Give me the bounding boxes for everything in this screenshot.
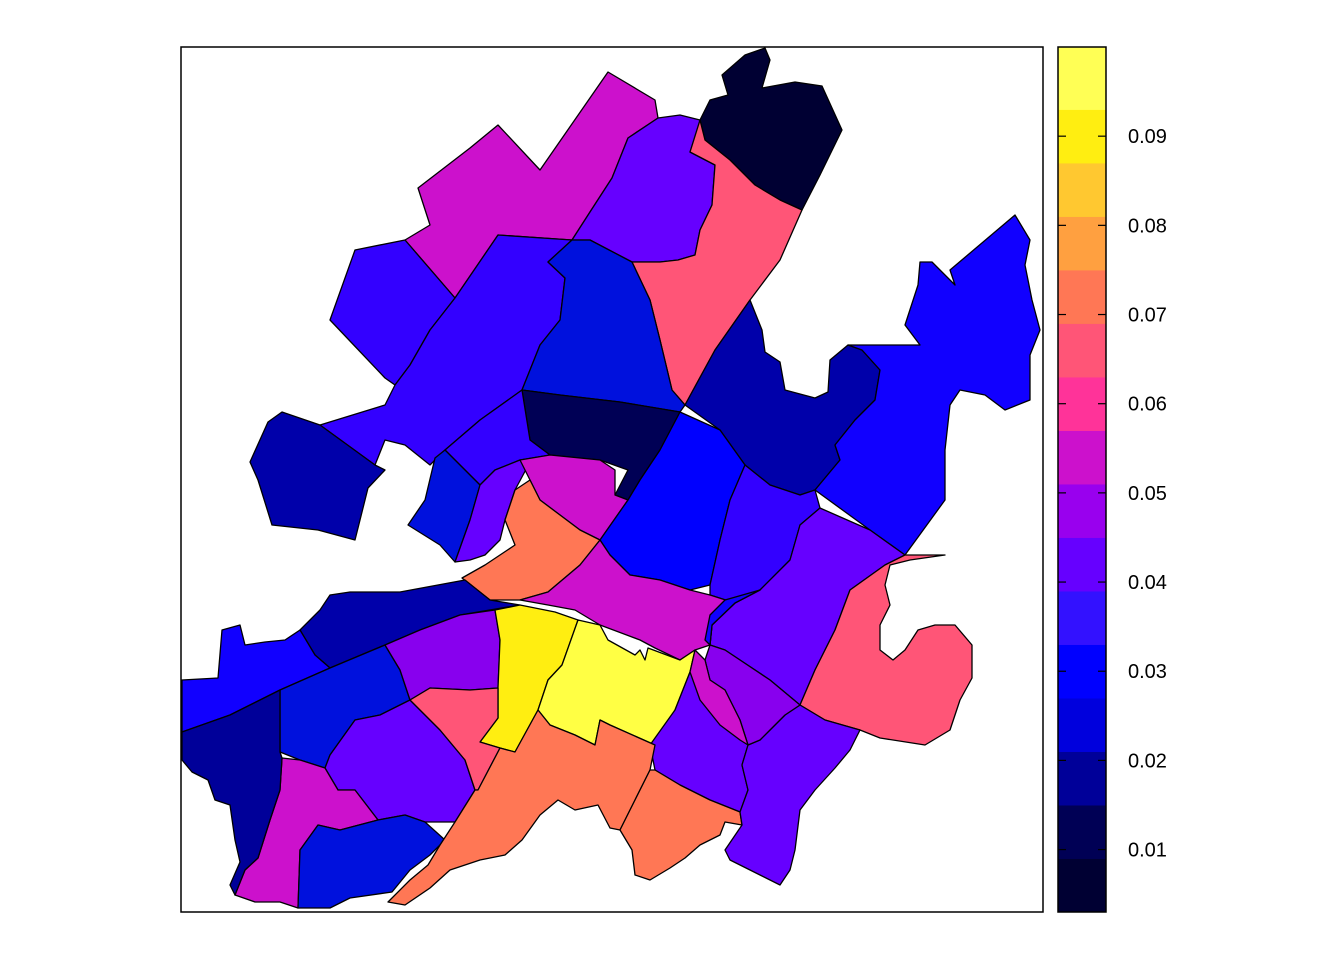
map-regions (181, 47, 1041, 909)
legend-bin (1058, 590, 1106, 645)
legend-tick-label: 0.02 (1128, 750, 1167, 772)
legend-bin (1058, 323, 1106, 378)
legend-bin (1058, 47, 1106, 110)
legend-bin (1058, 162, 1106, 217)
region (297, 814, 446, 909)
legend-bin (1058, 269, 1106, 324)
legend-tick-label: 0.05 (1128, 483, 1167, 505)
region (689, 649, 749, 746)
legend-bin (1058, 430, 1106, 485)
region (409, 687, 501, 791)
legend-bin (1058, 751, 1106, 806)
region (181, 689, 283, 896)
legend-tick-label: 0.04 (1128, 572, 1167, 594)
legend-tick-label: 0.01 (1128, 840, 1167, 862)
legend-tick-label: 0.03 (1128, 661, 1167, 683)
legend-bin (1058, 537, 1106, 592)
region (814, 214, 1041, 556)
region (799, 554, 973, 746)
region (387, 709, 656, 906)
legend-bin (1058, 804, 1106, 859)
region (454, 459, 531, 563)
legend-tick-label: 0.09 (1128, 126, 1167, 148)
legend-bin (1058, 858, 1106, 913)
legend-bin (1058, 216, 1106, 271)
legend-ticks: 0.01 0.02 0.03 0.04 0.05 0.06 0.07 0.08 0.09 (1058, 126, 1167, 862)
legend-colorbar: 0.01 0.02 0.03 0.04 0.05 0.06 0.07 0.08 0.09 (1057, 46, 1167, 913)
legend-tick-label: 0.08 (1128, 215, 1167, 237)
legend-bins (1058, 47, 1106, 913)
legend-frame (1057, 46, 1107, 913)
legend-tick-label: 0.06 (1128, 394, 1167, 416)
legend-tick-label: 0.07 (1128, 305, 1167, 327)
region (249, 411, 386, 541)
region (619, 769, 743, 881)
legend-bin (1058, 697, 1106, 752)
legend-bin (1058, 483, 1106, 538)
region (704, 589, 761, 646)
